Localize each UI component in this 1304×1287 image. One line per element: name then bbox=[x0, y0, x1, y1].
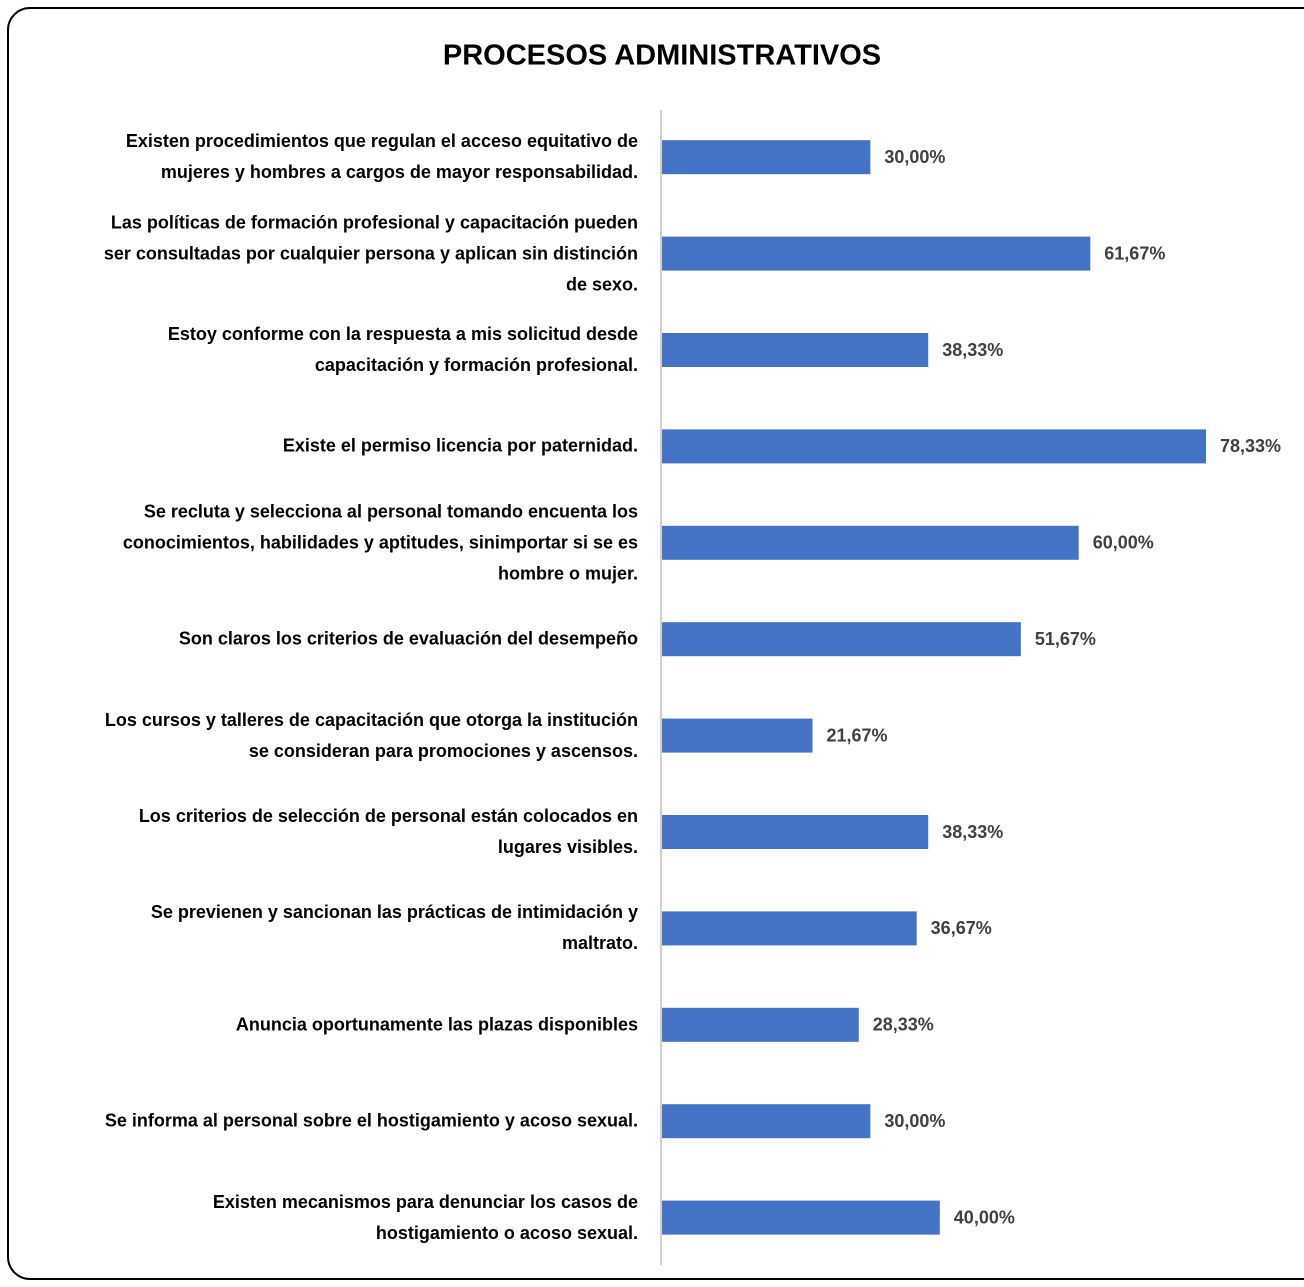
bar bbox=[662, 622, 1021, 657]
category-label: Anuncia oportunamente las plazas disponi… bbox=[235, 1014, 638, 1035]
category-label: Se previenen y sancionan las prácticas d… bbox=[150, 902, 638, 954]
chart-title: PROCESOS ADMINISTRATIVOS bbox=[443, 40, 881, 72]
data-label: 38,33% bbox=[942, 822, 1003, 842]
bar bbox=[662, 911, 917, 946]
bar bbox=[662, 718, 813, 753]
category-label: Existe el permiso licencia por paternida… bbox=[282, 435, 638, 456]
data-label: 36,67% bbox=[931, 918, 992, 938]
bar bbox=[662, 525, 1079, 560]
category-label: Los criterios de selección de personal e… bbox=[138, 806, 638, 857]
bar bbox=[662, 236, 1091, 271]
bar bbox=[662, 815, 929, 849]
data-label: 21,67% bbox=[826, 725, 887, 745]
data-label: 28,33% bbox=[873, 1015, 934, 1035]
bar bbox=[662, 1104, 871, 1139]
data-label: 30,00% bbox=[884, 147, 945, 167]
category-label: Estoy conforme con la respuesta a mis so… bbox=[167, 324, 638, 375]
bar bbox=[662, 429, 1206, 464]
data-label: 61,67% bbox=[1104, 243, 1165, 263]
category-label: Existen mecanismos para denunciar los ca… bbox=[212, 1191, 638, 1243]
bar bbox=[662, 1200, 940, 1235]
chart-border bbox=[7, 7, 1304, 1280]
category-label: Son claros los criterios de evaluación d… bbox=[178, 628, 638, 649]
category-label: Existen procedimientos que regulan el ac… bbox=[125, 131, 638, 183]
data-label: 40,00% bbox=[954, 1207, 1015, 1227]
category-label: Las políticas de formación profesional y… bbox=[103, 212, 638, 295]
data-label: 30,00% bbox=[884, 1111, 945, 1131]
data-label: 60,00% bbox=[1093, 533, 1154, 553]
bar bbox=[662, 333, 929, 367]
category-label: Se recluta y selecciona al personal toma… bbox=[122, 501, 638, 584]
data-label: 78,33% bbox=[1220, 436, 1281, 456]
data-label: 38,33% bbox=[942, 340, 1003, 360]
category-label: Se informa al personal sobre el hostigam… bbox=[104, 1110, 638, 1131]
category-label: Los cursos y talleres de capacitación qu… bbox=[104, 709, 638, 761]
data-label: 51,67% bbox=[1035, 629, 1096, 649]
bar bbox=[662, 140, 871, 175]
bar bbox=[662, 1007, 859, 1042]
